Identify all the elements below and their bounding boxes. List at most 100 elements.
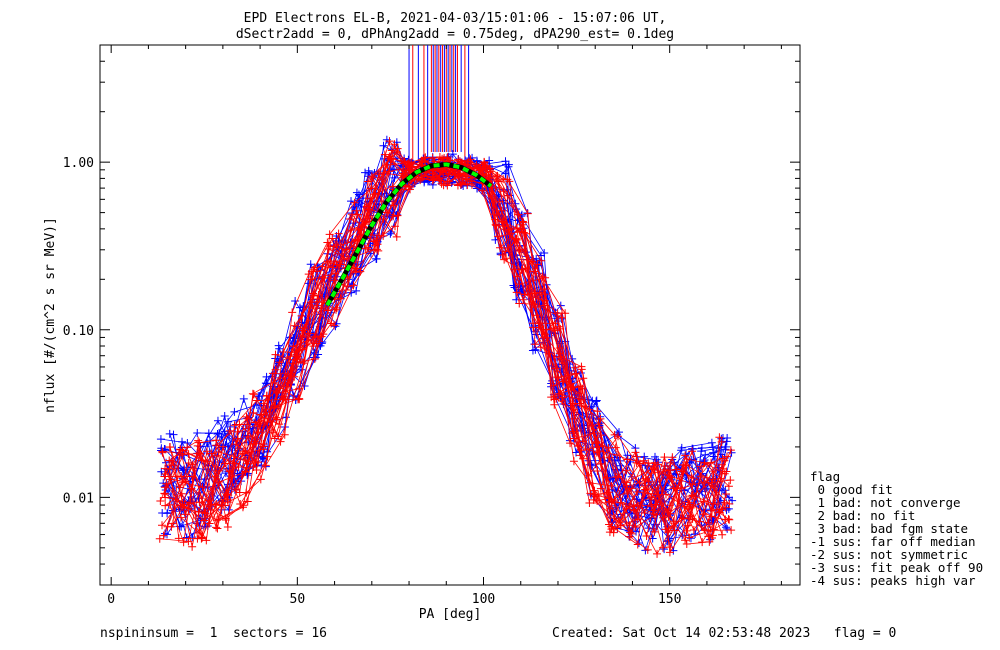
data-point (165, 429, 174, 438)
data-point (512, 288, 521, 297)
data-point (502, 254, 511, 263)
data-point (727, 526, 736, 535)
data-point (350, 198, 359, 207)
footer-right: Created: Sat Oct 14 02:53:48 2023 flag =… (552, 626, 897, 641)
data-point (255, 391, 264, 400)
data-point (274, 432, 283, 441)
data-point (481, 161, 490, 170)
data-point (293, 395, 302, 404)
data-point (623, 455, 632, 464)
data-point (593, 497, 602, 506)
data-point (682, 540, 691, 549)
y-tick-label: 0.10 (63, 324, 94, 339)
data-point (518, 217, 527, 226)
axes-layer: 0 50 100 150 0.01 0.10 1.00 (63, 44, 800, 607)
data-point (188, 460, 197, 469)
data-point (176, 445, 185, 454)
data-point (722, 452, 731, 461)
data-point (725, 515, 734, 524)
data-point (644, 486, 653, 495)
data-point (572, 369, 581, 378)
data-point (672, 465, 681, 474)
data-point (550, 326, 559, 335)
data-point (722, 504, 731, 513)
x-tick-label: 50 (290, 592, 306, 607)
data-point (212, 500, 221, 509)
legend-item: 3 bad: bad fgm state (810, 521, 969, 536)
data-point (405, 183, 414, 192)
data-point (688, 447, 697, 456)
data-point (677, 443, 686, 452)
data-point (715, 508, 724, 517)
data-point (243, 497, 252, 506)
data-point (596, 414, 605, 423)
data-point (553, 309, 562, 318)
data-point (178, 437, 187, 446)
data-point (643, 545, 652, 554)
data-point (187, 472, 196, 481)
data-point (515, 299, 524, 308)
data-point (258, 453, 267, 462)
legend-item: 1 bad: not converge (810, 495, 961, 510)
series-layer (155, 135, 737, 558)
data-point (309, 342, 318, 351)
data-point (697, 447, 706, 456)
data-point (651, 458, 660, 467)
data-point (627, 484, 636, 493)
data-point (292, 346, 301, 355)
data-point (163, 522, 172, 531)
data-point (677, 467, 686, 476)
data-point (286, 369, 295, 378)
data-point (540, 290, 549, 299)
data-point (230, 407, 239, 416)
data-point (516, 245, 525, 254)
data-point (220, 411, 229, 420)
data-point (379, 231, 388, 240)
data-point (523, 209, 532, 218)
data-point (622, 466, 631, 475)
data-point (687, 492, 696, 501)
data-point (241, 431, 250, 440)
data-point (698, 538, 707, 547)
data-point (682, 461, 691, 470)
data-point (541, 273, 550, 282)
data-point (707, 478, 716, 487)
data-point (393, 211, 402, 220)
data-point (610, 430, 619, 439)
data-point (329, 257, 338, 266)
data-point (604, 444, 613, 453)
data-point (332, 303, 341, 312)
data-point (709, 452, 718, 461)
data-point (721, 503, 730, 512)
data-point (593, 407, 602, 416)
x-tick-label: 150 (658, 592, 681, 607)
data-point (388, 182, 397, 191)
data-point (718, 530, 727, 539)
data-point (566, 439, 575, 448)
data-point (467, 180, 476, 189)
data-point (496, 249, 505, 258)
data-point (223, 490, 232, 499)
data-point (156, 435, 165, 444)
data-point (180, 500, 189, 509)
data-point (596, 484, 605, 493)
data-point (700, 458, 709, 467)
data-point (290, 321, 299, 330)
data-point (198, 483, 207, 492)
data-point (681, 451, 690, 460)
data-point (345, 215, 354, 224)
data-point (234, 462, 243, 471)
data-point (213, 429, 222, 438)
data-point (702, 473, 711, 482)
data-point (385, 137, 394, 146)
data-point (161, 501, 170, 510)
data-point (725, 499, 734, 508)
data-point (300, 356, 309, 365)
data-point (699, 497, 708, 506)
data-point (193, 428, 202, 437)
data-point (492, 172, 501, 181)
data-point (183, 443, 192, 452)
data-point (569, 457, 578, 466)
data-point (680, 502, 689, 511)
